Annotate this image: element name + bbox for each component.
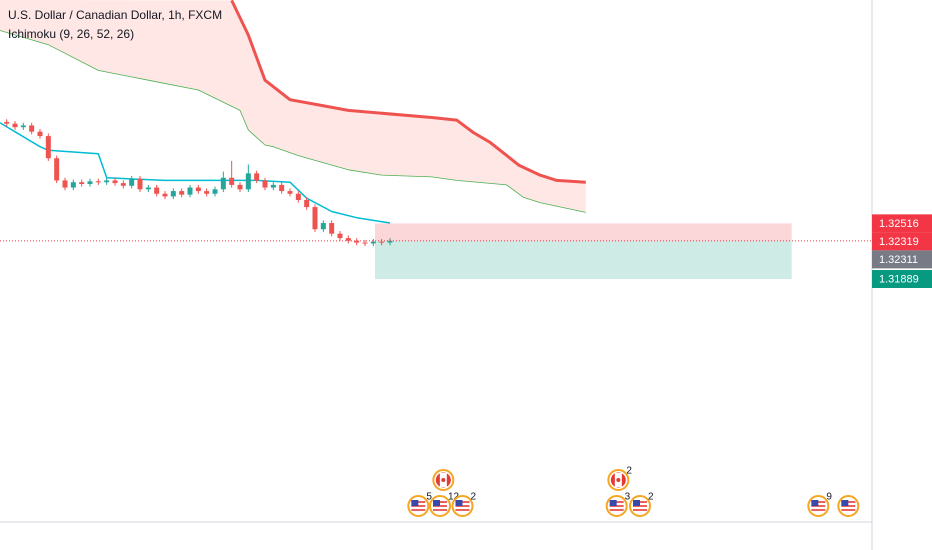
candle-body bbox=[154, 187, 160, 194]
candle-body bbox=[245, 173, 251, 190]
indicator-line bbox=[230, 0, 586, 184]
candle-body bbox=[137, 178, 143, 190]
candle-body bbox=[379, 241, 385, 243]
candle-body bbox=[204, 191, 210, 194]
candle-body bbox=[4, 121, 10, 124]
candle-body bbox=[320, 223, 326, 230]
candle-body bbox=[170, 191, 176, 197]
candle-body bbox=[229, 177, 235, 185]
candle-body bbox=[237, 184, 243, 190]
price-label-box bbox=[872, 232, 932, 251]
candle-body bbox=[212, 189, 218, 194]
candle-body bbox=[304, 199, 310, 208]
candle-body bbox=[29, 125, 35, 132]
candle-body bbox=[262, 180, 268, 188]
indicator-label: Ichimoku (9, 26, 52, 26) bbox=[8, 27, 134, 41]
price-label-box bbox=[872, 250, 932, 269]
flag-leaf bbox=[616, 478, 621, 482]
flag-canton bbox=[411, 500, 419, 506]
indicator-line bbox=[0, 30, 586, 213]
candle-body bbox=[187, 187, 193, 195]
event-count: 5 bbox=[426, 492, 432, 503]
event-icon bbox=[607, 469, 630, 491]
price-label: 1.32311 bbox=[879, 254, 918, 266]
event-count: 3 bbox=[625, 492, 631, 503]
candle-body bbox=[45, 136, 51, 159]
candle-body bbox=[345, 238, 351, 241]
target-zone bbox=[375, 240, 792, 280]
event-icon bbox=[605, 495, 628, 517]
cloud bbox=[0, 0, 586, 213]
candle-body bbox=[370, 241, 376, 244]
candle-body bbox=[287, 191, 293, 194]
candle-body bbox=[112, 180, 118, 184]
candle-body bbox=[329, 223, 335, 234]
price-label: 1.31889 bbox=[879, 273, 919, 285]
event-count: 2 bbox=[648, 492, 654, 503]
axes: 1.32516 1.32319 1.32311 1.31889 bbox=[872, 214, 932, 289]
candle-body bbox=[37, 131, 43, 137]
event-count: 2 bbox=[471, 492, 477, 503]
flag-canton bbox=[433, 500, 440, 506]
candle-body bbox=[254, 173, 260, 181]
candle-body bbox=[270, 184, 276, 188]
candle-body bbox=[104, 180, 110, 183]
event-count: 12 bbox=[448, 492, 460, 503]
candle-body bbox=[12, 123, 18, 128]
event-icon bbox=[837, 495, 860, 517]
candle-body bbox=[87, 181, 93, 184]
candle-body bbox=[129, 178, 135, 186]
flag-canton bbox=[633, 500, 640, 506]
candle-body bbox=[179, 191, 185, 195]
candle-body bbox=[337, 233, 343, 239]
candle-body bbox=[162, 193, 168, 197]
candle-body bbox=[362, 242, 368, 244]
candle-body bbox=[195, 187, 201, 192]
candle-body bbox=[220, 177, 226, 190]
candle-body bbox=[295, 193, 301, 200]
event-icon bbox=[807, 495, 830, 517]
event-icon bbox=[407, 495, 430, 517]
flag-leaf bbox=[441, 478, 446, 482]
plot: 5 12 2 2 3 2 9 bbox=[0, 0, 872, 517]
flag-canton bbox=[841, 500, 849, 506]
stop-zone bbox=[375, 223, 792, 241]
event-count: 2 bbox=[626, 466, 632, 477]
candle-body bbox=[312, 207, 318, 230]
candle-body bbox=[145, 187, 151, 190]
flag-canton bbox=[609, 500, 617, 506]
candle-body bbox=[20, 125, 26, 128]
chart-title: U.S. Dollar / Canadian Dollar, 1h, FXCM bbox=[8, 8, 222, 22]
flag-canton bbox=[455, 500, 463, 506]
candle-body bbox=[354, 240, 360, 243]
price-label-box bbox=[872, 270, 932, 289]
event-icon bbox=[429, 495, 451, 517]
event-count: 9 bbox=[826, 492, 832, 503]
event-icon bbox=[629, 495, 651, 517]
candle-body bbox=[279, 184, 285, 192]
event-icon bbox=[451, 495, 474, 517]
price-label: 1.32516 bbox=[879, 218, 919, 230]
candle-body bbox=[387, 240, 393, 243]
event-icon bbox=[432, 469, 455, 491]
candle-body bbox=[54, 158, 60, 181]
price-label: 1.32319 bbox=[879, 236, 919, 248]
candle-body bbox=[95, 181, 101, 183]
candle-body bbox=[79, 182, 85, 184]
candle-body bbox=[70, 182, 76, 188]
candle-body bbox=[62, 180, 68, 188]
price-label-box bbox=[872, 214, 932, 233]
flag-canton bbox=[811, 500, 819, 506]
candle-body bbox=[120, 183, 126, 186]
